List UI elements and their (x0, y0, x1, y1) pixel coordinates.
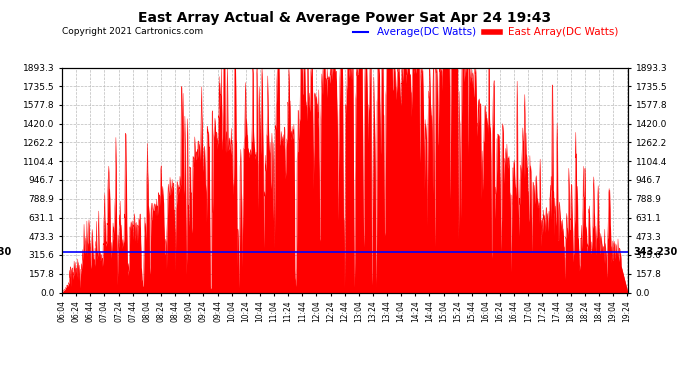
Text: Copyright 2021 Cartronics.com: Copyright 2021 Cartronics.com (62, 27, 204, 36)
Legend: Average(DC Watts), East Array(DC Watts): Average(DC Watts), East Array(DC Watts) (348, 23, 622, 42)
Text: 343.230: 343.230 (0, 247, 11, 257)
Text: East Array Actual & Average Power Sat Apr 24 19:43: East Array Actual & Average Power Sat Ap… (139, 11, 551, 25)
Text: 343.230: 343.230 (633, 247, 678, 257)
